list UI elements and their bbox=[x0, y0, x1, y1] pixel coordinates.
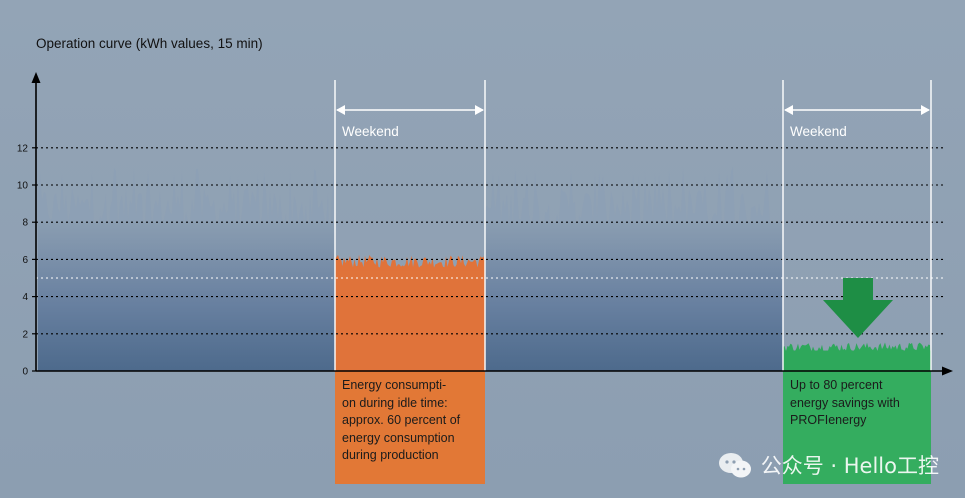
weekend-label-2: Weekend bbox=[790, 124, 847, 139]
y-tick-label: 10 bbox=[17, 181, 29, 192]
chart-title: Operation curve (kWh values, 15 min) bbox=[36, 36, 263, 51]
savings-arrow-layer bbox=[823, 278, 893, 338]
grid-lines bbox=[36, 147, 945, 335]
segment-production-1 bbox=[38, 167, 335, 371]
watermark: 公众号 · Hello工控 bbox=[717, 450, 939, 480]
annotation-box-savings bbox=[783, 371, 931, 484]
segment-production-3 bbox=[485, 166, 783, 371]
weekend-span-arrow-right bbox=[475, 105, 484, 115]
segment-savings-4 bbox=[783, 342, 931, 484]
weekend-span-arrow-right bbox=[921, 105, 930, 115]
series-fills bbox=[38, 166, 931, 484]
annotation-box-idle bbox=[335, 371, 485, 484]
y-tick-label: 2 bbox=[22, 329, 28, 340]
x-axis-arrowhead bbox=[942, 366, 953, 376]
y-axis-arrowhead bbox=[31, 72, 41, 83]
segment-body bbox=[335, 270, 485, 371]
segment-idle-2 bbox=[335, 254, 485, 484]
y-tick-labels: 0 2 4 6 8 10 12 bbox=[17, 143, 36, 378]
watermark-text: 公众号 · Hello工控 bbox=[760, 454, 939, 478]
savings-note: Up to 80 percent energy savings with PRO… bbox=[790, 378, 900, 427]
weekend-span-arrow-left bbox=[784, 105, 793, 115]
y-tick-label: 4 bbox=[22, 292, 28, 303]
y-tick-label: 8 bbox=[22, 218, 28, 229]
savings-down-arrow bbox=[823, 278, 893, 338]
segment-body bbox=[783, 350, 931, 371]
chat-bubble-icon bbox=[718, 453, 751, 478]
weekend-boundaries bbox=[334, 80, 932, 371]
segment-body bbox=[485, 222, 783, 371]
y-tick-label: 6 bbox=[22, 255, 28, 266]
y-tick-label: 0 bbox=[22, 367, 28, 378]
idle-consumption-note: Energy consumpti- on during idle time: a… bbox=[342, 378, 461, 462]
weekend-span-arrow-left bbox=[336, 105, 345, 115]
y-tick-label: 12 bbox=[17, 143, 29, 154]
weekend-label-1: Weekend bbox=[342, 124, 399, 139]
axes bbox=[31, 72, 953, 376]
